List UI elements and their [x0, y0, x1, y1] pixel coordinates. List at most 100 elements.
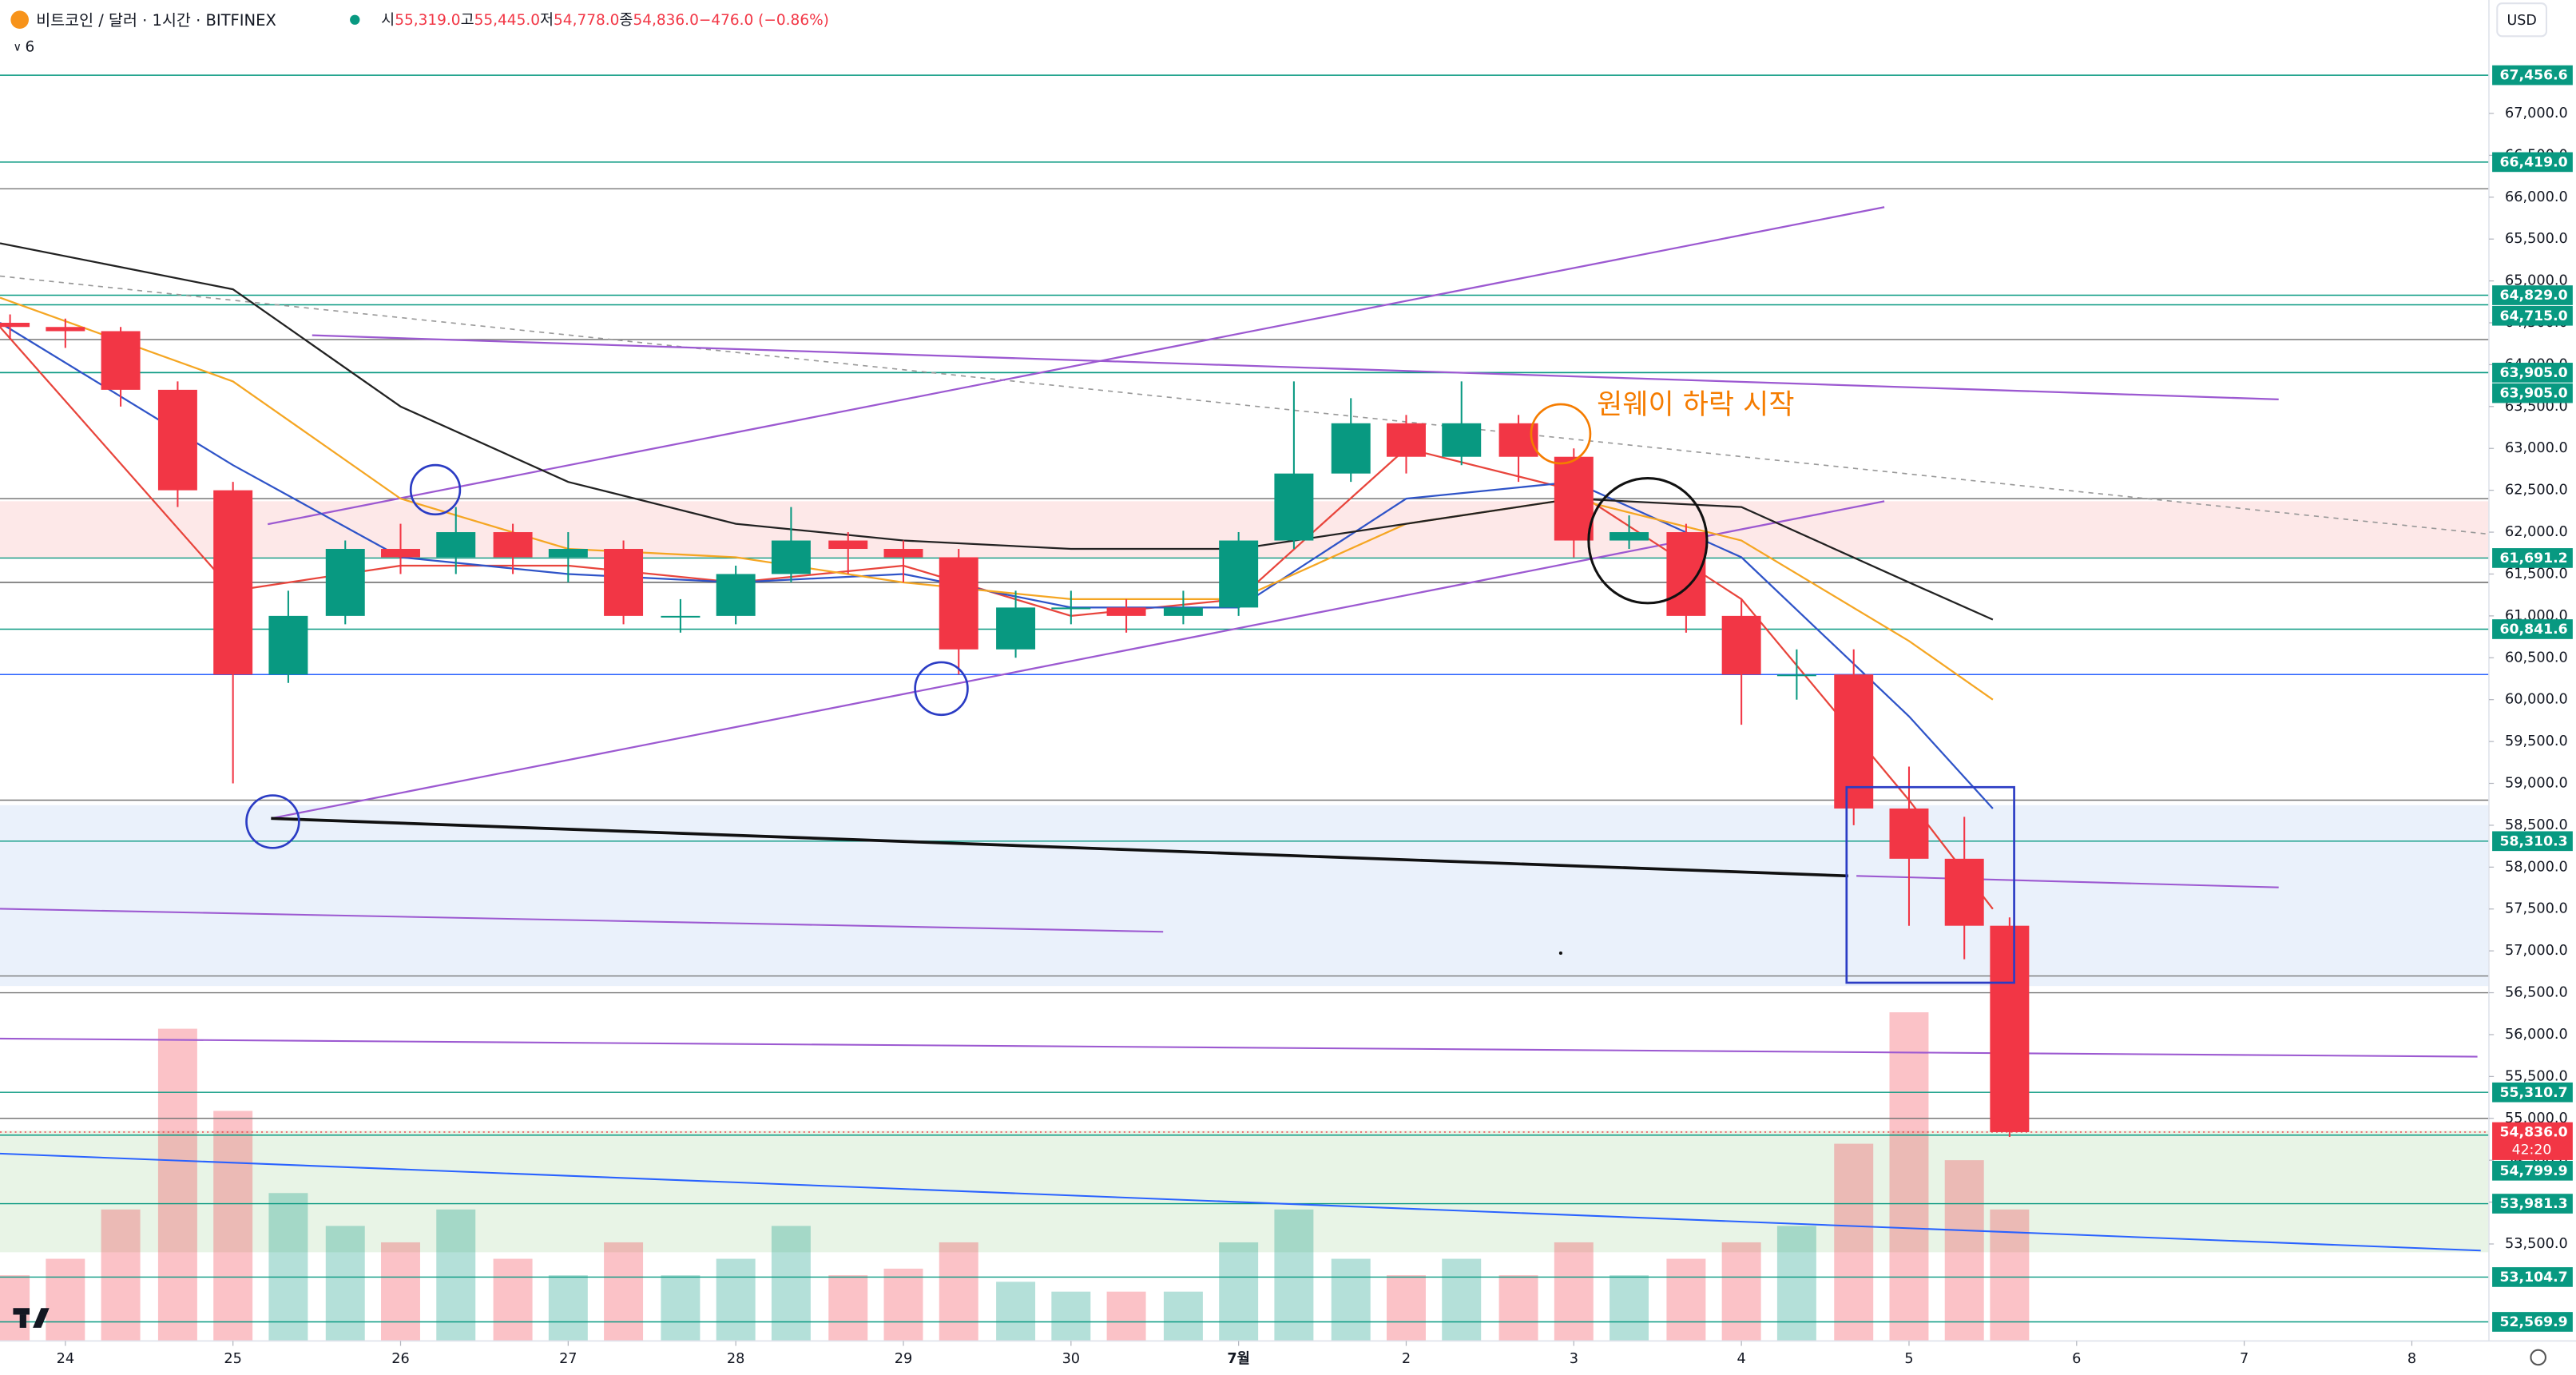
x-tick-label: 2 [1402, 1351, 1411, 1367]
candle-body [996, 607, 1036, 650]
y-tick-label: 62,000.0 [2505, 524, 2568, 540]
ohlc-value: 55,319.0 [395, 12, 460, 29]
x-tick-label: 7월 [1227, 1350, 1250, 1367]
trendline [0, 1037, 2478, 1058]
volume-bar [1387, 1275, 1426, 1341]
currency-button[interactable] [2496, 2, 2548, 38]
candle-body [1776, 674, 1816, 677]
candle-body [213, 490, 253, 675]
level-badge [2492, 285, 2573, 305]
candle-body [1889, 808, 1929, 859]
trendline [0, 908, 1164, 933]
x-tick-label: 29 [895, 1351, 912, 1367]
indicator-count[interactable]: 6 [26, 39, 35, 56]
circle-marker [914, 661, 969, 717]
candle-body [716, 574, 756, 616]
volume-bar [1051, 1291, 1091, 1341]
volume-bar [1163, 1291, 1203, 1341]
candle-body [1331, 423, 1371, 474]
symbol: 비트코인 / 달러 · 1시간 · BITFINEX [36, 10, 276, 29]
badge-label: 64,715.0 [2500, 308, 2568, 324]
x-tick-label: 30 [1062, 1351, 1081, 1367]
candle-body [1274, 473, 1314, 541]
x-tick-label: 3 [1570, 1351, 1578, 1367]
ohlc-value: 54,778.0 [554, 12, 619, 29]
circle-marker [409, 463, 462, 516]
x-tick-label: 26 [391, 1351, 410, 1367]
zone [0, 805, 2489, 987]
candle-body [1442, 423, 1482, 457]
candle-body [0, 323, 30, 328]
ohlc-label: 저 [540, 12, 554, 29]
x-tick-label: 8 [2407, 1351, 2416, 1367]
level-badge [2492, 383, 2573, 403]
y-tick-label: 66,000.0 [2505, 189, 2568, 205]
header-text: 비트코인 / 달러 · 1시간 · BITFINEX [36, 10, 276, 29]
level-badge [2492, 1082, 2573, 1103]
badge-label: 64,829.0 [2500, 288, 2568, 304]
y-tick-label: 57,500.0 [2505, 901, 2568, 917]
candle-body [1106, 607, 1146, 616]
volume-bar [996, 1282, 1036, 1341]
trendline [312, 334, 2279, 400]
volume-bar [771, 1226, 811, 1341]
badge-label: 61,691.2 [2500, 550, 2568, 566]
candle-body [381, 549, 420, 558]
badge-label: 53,981.3 [2500, 1196, 2568, 1212]
badge-label: 54,836.0 [2500, 1125, 2568, 1141]
y-tick-label: 67,000.0 [2505, 105, 2568, 121]
badge-label: 60,841.6 [2500, 622, 2568, 638]
volume-bar [325, 1226, 365, 1341]
trendline [1856, 875, 2279, 888]
x-tick-label: 4 [1737, 1351, 1746, 1367]
indicators[interactable]: ∨ 6 [13, 39, 34, 56]
badge-label: 53,104.7 [2500, 1270, 2568, 1286]
volume-bar [493, 1258, 533, 1341]
level-badge [2492, 152, 2573, 173]
volume-bar [1889, 1012, 1929, 1341]
level-badge [2492, 65, 2573, 85]
drawings [0, 206, 2490, 1252]
badge-label: 66,419.0 [2500, 154, 2568, 170]
candle-body [1834, 674, 1874, 809]
candle-body [1219, 540, 1259, 608]
level-badge [2492, 1312, 2573, 1332]
candle-body [268, 615, 308, 675]
volume-bar [1666, 1258, 1706, 1341]
badge-label: 52,569.9 [2500, 1314, 2568, 1330]
candle-body [1990, 925, 2030, 1132]
header: 비트코인 / 달러 · 1시간 · BITFINEX 시55,319.0고55,… [10, 2, 2548, 56]
trendline [268, 206, 1885, 526]
badge-label: 67,456.6 [2500, 68, 2568, 84]
volume-bar [46, 1258, 85, 1341]
volume-bar [436, 1209, 476, 1341]
candle-body [101, 331, 141, 390]
settings-icon[interactable] [2530, 1349, 2546, 1366]
y-tick-label: 56,500.0 [2505, 985, 2568, 1001]
candle-body [157, 389, 197, 491]
y-tick-label: 61,500.0 [2505, 566, 2568, 582]
volume-bar [828, 1275, 868, 1341]
y-tick-label: 55,500.0 [2505, 1068, 2568, 1084]
dot [1558, 951, 1562, 956]
ohlc-label: 종 [619, 12, 633, 29]
ohlc-value: 54,836.0 [633, 12, 698, 29]
dotted-trendline [0, 275, 2490, 535]
candle-body [771, 540, 811, 574]
change: −476.0 (−0.86%) [699, 12, 829, 29]
currency-label[interactable]: USD [2507, 13, 2536, 29]
volume-bar [268, 1193, 308, 1341]
candle-body [883, 549, 923, 558]
volume-bar [1106, 1291, 1146, 1341]
candle-body [939, 557, 978, 650]
candle-body [1163, 607, 1203, 616]
volume-bar [1554, 1242, 1594, 1341]
box-marker [1845, 785, 2015, 984]
candle-body [436, 532, 476, 558]
ohlc-value: 55,445.0 [474, 12, 540, 29]
candle-body [46, 327, 85, 332]
level-badge [2492, 305, 2573, 326]
y-tick-label: 57,000.0 [2505, 943, 2568, 959]
